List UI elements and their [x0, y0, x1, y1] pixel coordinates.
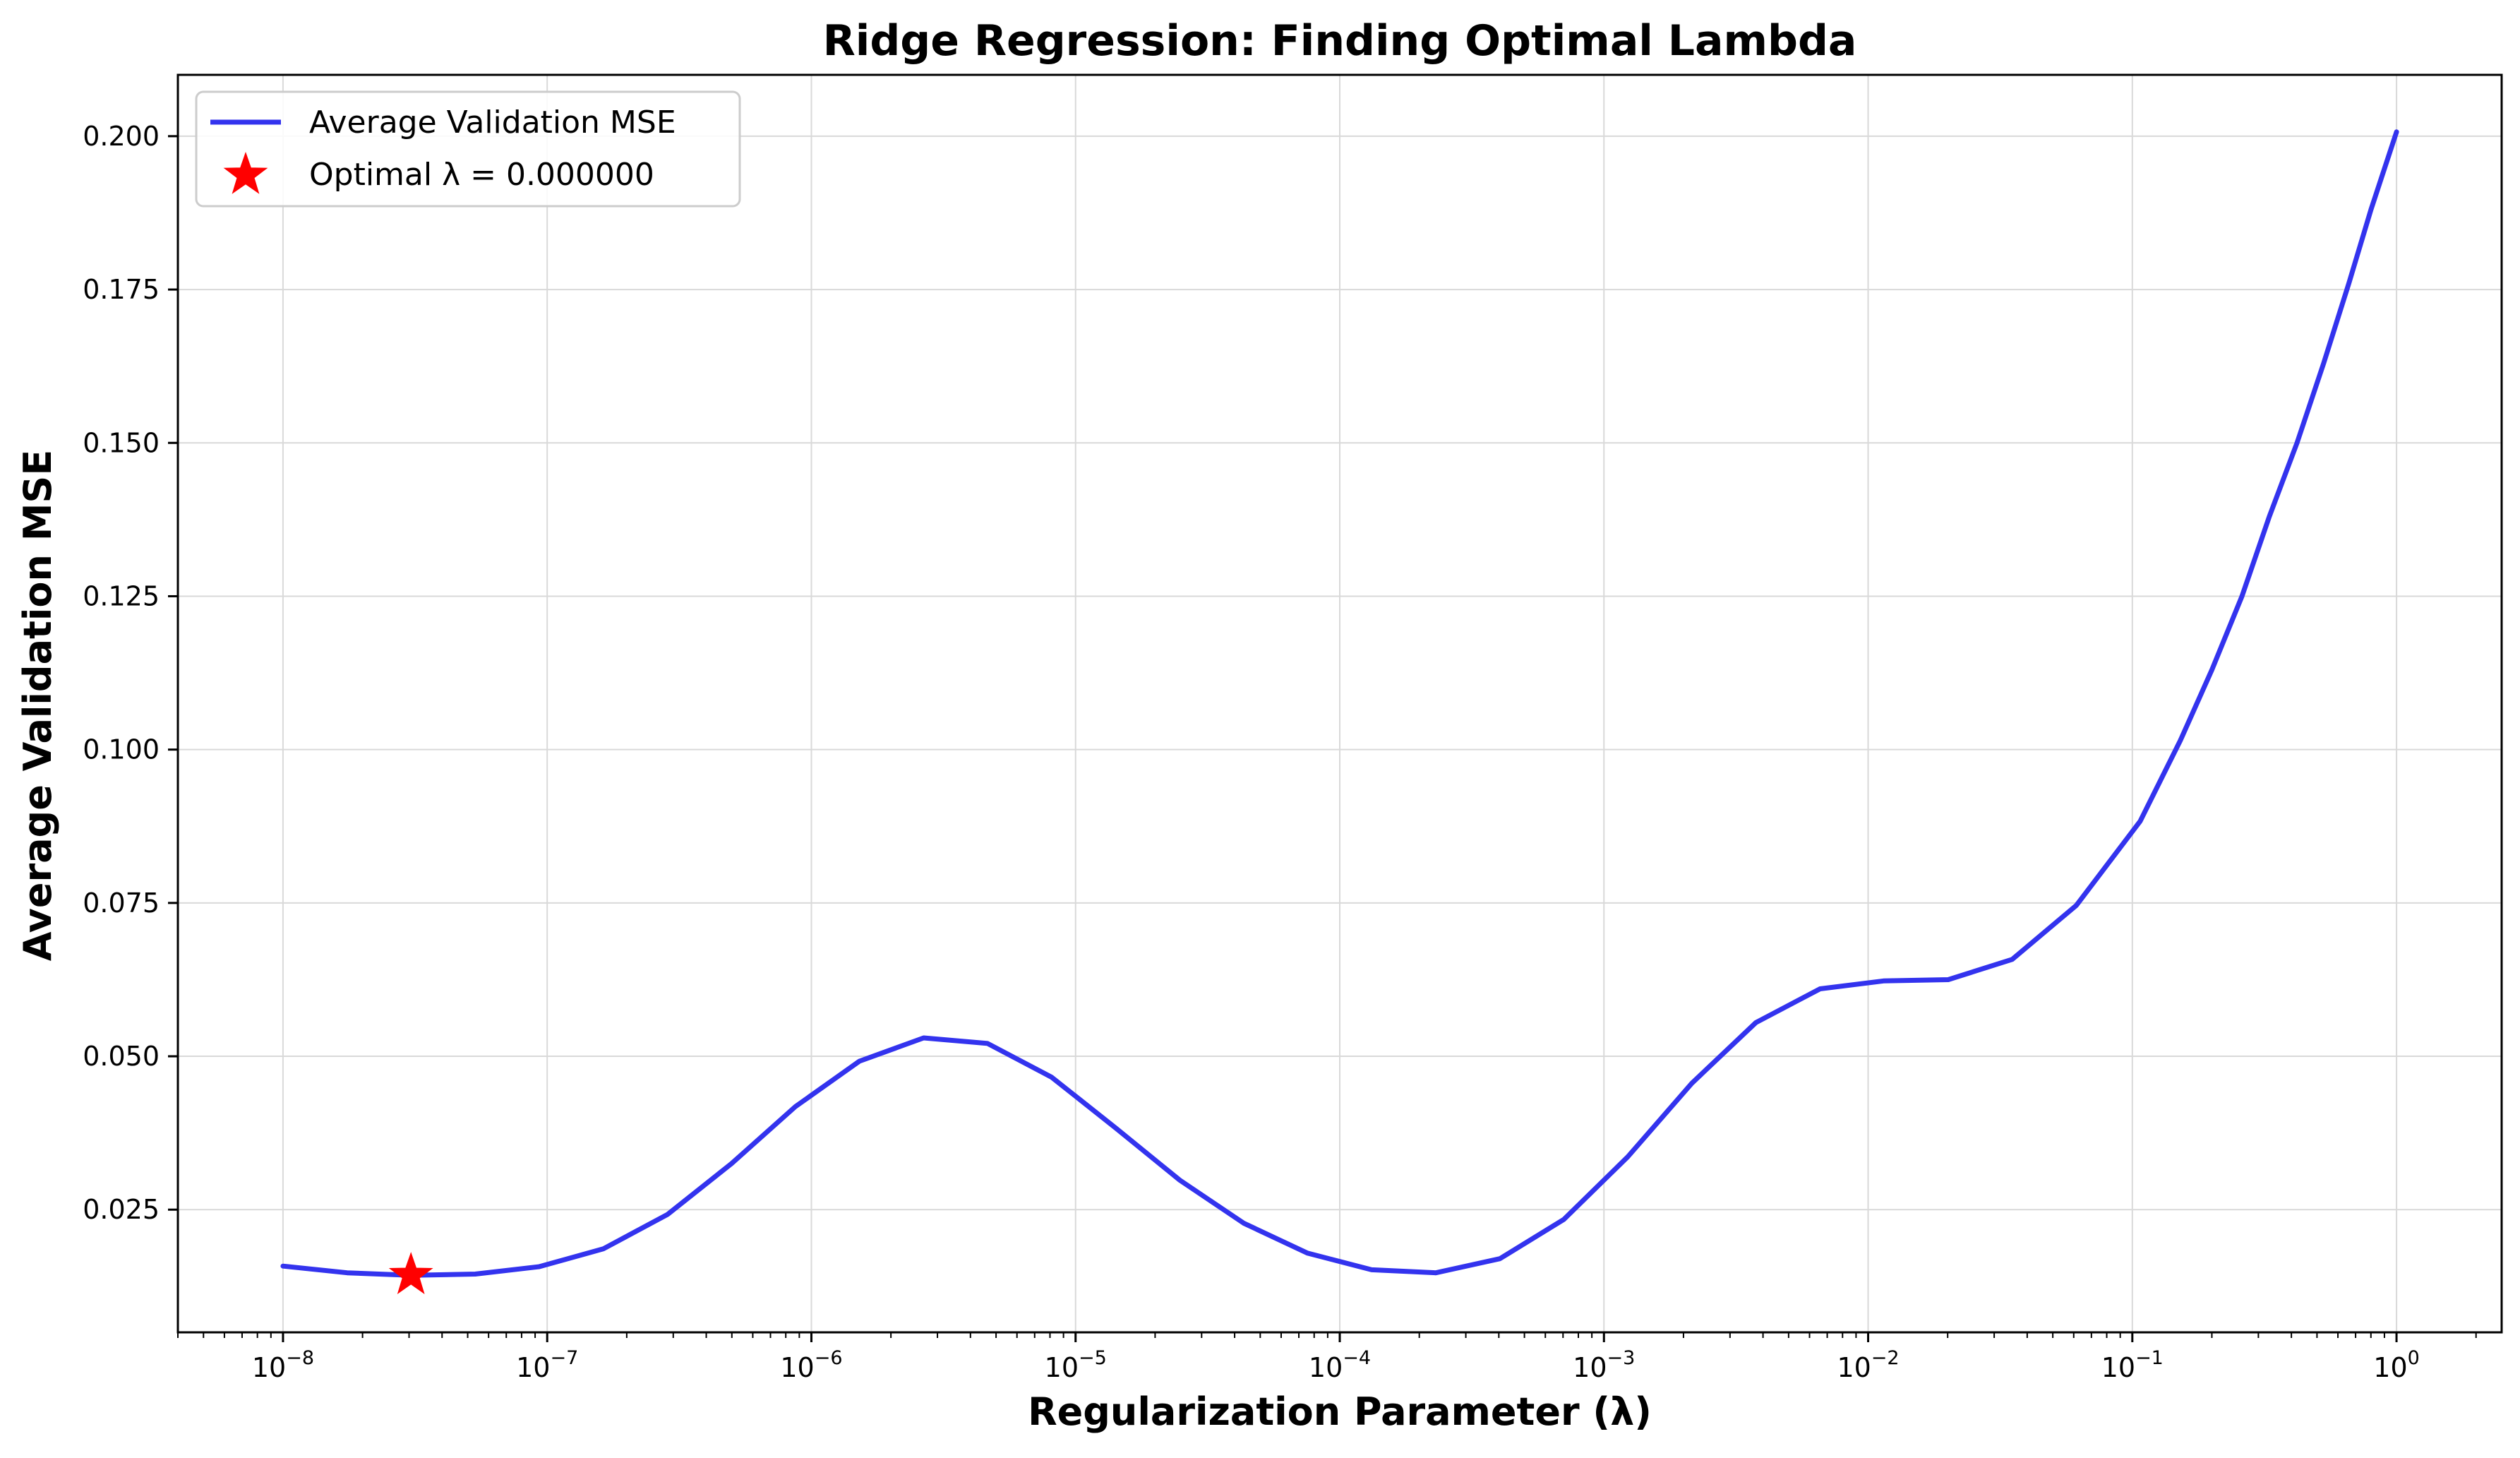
x-tick-label: 10−3 [1573, 1347, 1635, 1383]
x-tick-label: 10−4 [1309, 1347, 1371, 1383]
legend-star-marker [223, 151, 268, 194]
y-axis-label: Average Validation MSE [16, 450, 60, 961]
x-axis-label: Regularization Parameter (λ) [1028, 1390, 1652, 1434]
legend-box [195, 90, 741, 208]
legend: Average Validation MSE Optimal λ = 0.000… [195, 90, 741, 208]
y-tick-label: 0.025 [83, 1194, 160, 1225]
x-tick-label: 10−6 [780, 1347, 842, 1383]
y-tick-label: 0.125 [83, 580, 160, 611]
y-tick-label: 0.175 [83, 274, 160, 305]
legend-star-icon [223, 151, 268, 194]
x-tick-label: 10−8 [252, 1347, 314, 1383]
x-tick-label: 10−2 [1837, 1347, 1899, 1383]
x-tick-label: 10−5 [1045, 1347, 1107, 1383]
chart-title: Ridge Regression: Finding Optimal Lambda [823, 16, 1857, 66]
legend-series-label: Average Validation MSE [309, 104, 676, 141]
y-tick-label: 0.075 [83, 888, 160, 919]
mse-series-line [280, 129, 2399, 1278]
series-layer [280, 129, 2399, 1294]
x-tick-label: 10−1 [2101, 1347, 2164, 1383]
grid-layer [178, 75, 2502, 1332]
y-tick-label: 0.050 [83, 1041, 160, 1072]
y-tick-label: 0.200 [83, 121, 160, 152]
y-tick-label: 0.100 [83, 734, 160, 765]
x-tick-label: 10−7 [516, 1347, 578, 1383]
optimal-lambda-star-marker [388, 1252, 433, 1294]
ticks-layer: 10−8 10−7 10−6 10−5 10−4 10−3 10−2 10−1 100 0.025… [83, 121, 2477, 1383]
legend-optimal-label: Optimal λ = 0.000000 [309, 157, 654, 193]
y-tick-label: 0.150 [83, 427, 160, 458]
x-tick-label: 100 [2373, 1347, 2420, 1383]
